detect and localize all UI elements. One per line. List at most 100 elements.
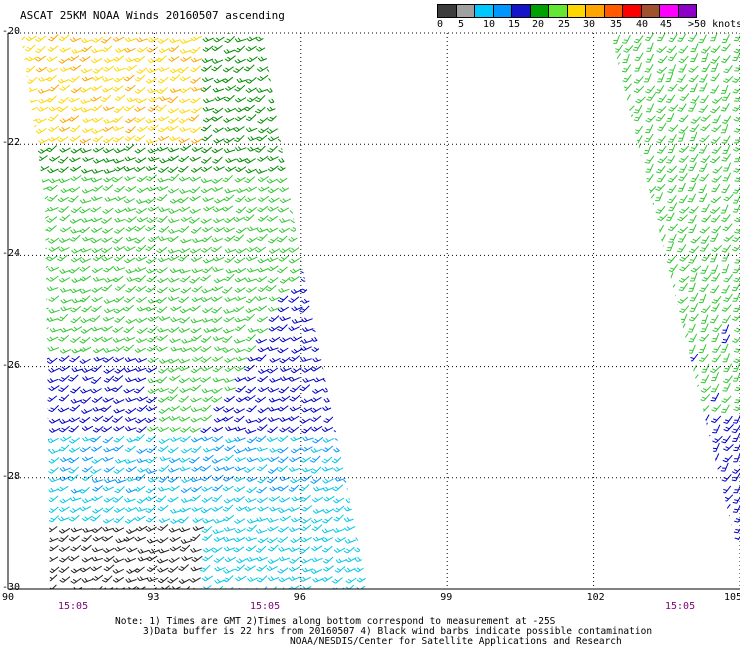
wind-barb (733, 125, 740, 133)
wind-barb (125, 185, 137, 192)
wind-barb (59, 226, 72, 233)
wind-barb (246, 405, 257, 413)
wind-barb (288, 415, 300, 422)
wind-barb (288, 376, 301, 382)
wind-barb (26, 56, 38, 62)
legend-label: 40 (636, 19, 649, 30)
wind-barb (255, 246, 267, 253)
wind-barb (200, 178, 213, 184)
wind-barb (354, 516, 366, 524)
wind-barb (355, 197, 367, 204)
wind-barb (234, 176, 246, 183)
wind-barb (279, 95, 291, 102)
wind-barb (276, 266, 288, 274)
wind-barb (201, 77, 214, 83)
wind-barb (356, 526, 368, 533)
wind-barb (233, 537, 246, 543)
wind-barb (365, 206, 368, 212)
wind-barb (57, 485, 69, 492)
wind-barb (344, 538, 357, 544)
wind-barb (334, 76, 346, 82)
wind-barb (721, 135, 731, 144)
wind-barb (291, 496, 303, 502)
wind-barb (200, 218, 212, 224)
wind-barb (170, 508, 182, 514)
wind-barb (92, 347, 105, 354)
wind-barb (288, 135, 300, 143)
wind-barb (254, 106, 266, 114)
wind-barb (267, 114, 279, 122)
wind-barb (700, 414, 710, 423)
wind-barb (257, 267, 269, 273)
wind-barb (277, 447, 289, 454)
wind-barb (700, 123, 711, 132)
wind-barb (277, 456, 289, 464)
wind-barb (301, 36, 314, 42)
wind-barb (733, 165, 740, 173)
wind-barb (722, 382, 731, 392)
wind-barb (667, 195, 677, 204)
wind-barb (679, 385, 690, 393)
wind-barb (667, 184, 677, 194)
wind-barb (156, 286, 168, 294)
wind-barb (60, 436, 72, 442)
wind-barb (334, 476, 347, 482)
wind-barb (102, 397, 114, 403)
wind-barb (190, 407, 203, 413)
wind-barb (178, 138, 190, 144)
wind-barb (666, 155, 676, 164)
wind-barb (311, 496, 324, 503)
wind-barb (134, 267, 147, 273)
wind-barb (244, 197, 257, 203)
wind-barb (134, 347, 146, 353)
wind-barb (632, 202, 642, 212)
wind-barb (312, 436, 324, 444)
wind-barb (68, 267, 80, 274)
wind-barb (212, 377, 224, 383)
wind-barb (301, 248, 313, 254)
wind-barb (612, 483, 623, 492)
wind-barb (159, 456, 171, 462)
wind-barb (92, 147, 105, 153)
wind-barb (257, 347, 270, 353)
wind-barb (721, 34, 730, 44)
wind-barb (721, 474, 732, 482)
wind-barb (37, 417, 49, 424)
wind-barb (666, 405, 677, 413)
wind-barb (720, 84, 729, 94)
wind-barb (68, 555, 80, 562)
wind-barb (103, 298, 116, 304)
wind-barb (701, 214, 712, 223)
wind-barb (288, 246, 300, 253)
wind-barb (146, 576, 159, 582)
wind-barb (611, 533, 622, 540)
wind-barb (157, 126, 169, 133)
wind-barb (179, 435, 191, 443)
wind-barb (667, 52, 678, 62)
wind-barb (721, 244, 732, 253)
wind-barb (311, 388, 324, 394)
wind-barb (345, 85, 357, 93)
wind-barb (312, 316, 325, 322)
wind-barb (233, 496, 245, 503)
wind-barb (279, 316, 291, 322)
wind-barb (48, 295, 60, 302)
wind-barb (332, 215, 344, 223)
wind-barb (146, 426, 159, 432)
wind-barb (158, 465, 170, 472)
wind-barb (333, 386, 345, 392)
wind-barb (734, 324, 740, 333)
wind-barb (610, 524, 611, 534)
wind-barb (612, 134, 623, 142)
wind-barb (169, 136, 181, 142)
wind-barb (722, 353, 730, 363)
wind-barb (202, 307, 214, 314)
wind-barb (112, 385, 123, 393)
lon-tick-label: 102 (586, 592, 605, 603)
wind-barb (68, 195, 79, 203)
wind-barb (721, 514, 730, 524)
wind-barb (112, 158, 125, 164)
wind-barb (125, 377, 137, 383)
wind-barb (200, 585, 212, 589)
wind-barb (333, 425, 345, 433)
